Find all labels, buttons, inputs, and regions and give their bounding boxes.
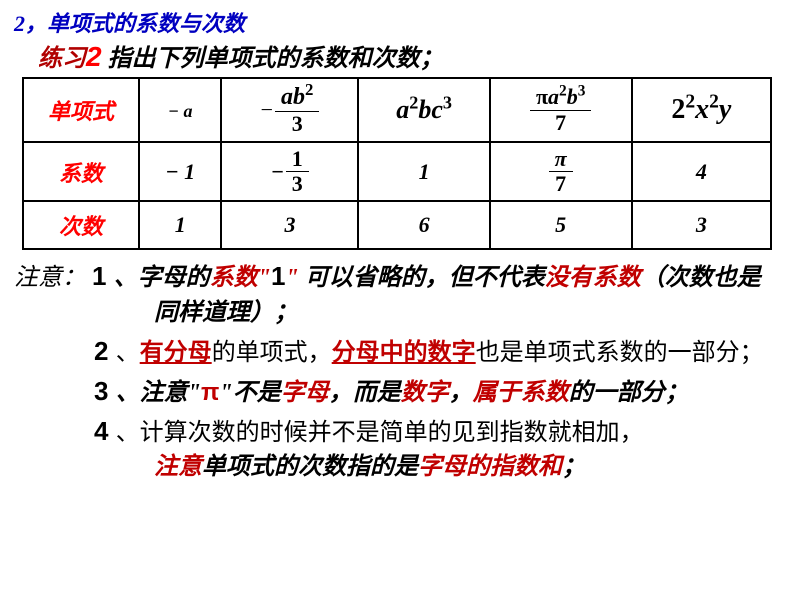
note-number: 2: [94, 336, 116, 366]
exercise-text: 指出下列单项式的系数和次数；: [102, 46, 444, 72]
notes-section: 注意： 1 、字母的系数"1" 可以省略的，但不代表没有系数（次数也是同样道理）…: [14, 258, 780, 485]
coef-cell-2: 1: [358, 142, 489, 201]
deg-cell-1: 3: [221, 201, 358, 249]
coef-cell-4: 4: [632, 142, 771, 201]
exercise-heading: 练习2 指出下列单项式的系数和次数；: [38, 38, 780, 73]
row-header-coefficient: 系数: [23, 142, 139, 201]
section-title: 2，单项式的系数与次数: [14, 6, 780, 38]
title-number: 2，: [14, 11, 47, 36]
coef-cell-0: − 1: [139, 142, 221, 201]
deg-cell-2: 6: [358, 201, 489, 249]
mono-cell-3: πa2b37: [490, 78, 632, 142]
monomial-table: 单项式− a−ab23a2bc3πa2b3722x2y系数− 1−131π74次…: [22, 77, 772, 250]
exercise-prefix: 练习: [38, 46, 86, 72]
row-header-monomial: 单项式: [23, 78, 139, 142]
row-header-degree: 次数: [23, 201, 139, 249]
coef-cell-1: −13: [221, 142, 358, 201]
title-text: 单项式的系数与次数: [47, 11, 245, 36]
mono-cell-2: a2bc3: [358, 78, 489, 142]
note-3: 3 、注意"π"不是字母，而是数字，属于系数的一部分；: [14, 373, 780, 411]
mono-cell-1: −ab23: [221, 78, 358, 142]
coef-cell-3: π7: [490, 142, 632, 201]
deg-cell-3: 5: [490, 201, 632, 249]
notes-label: 注意：: [14, 265, 86, 291]
deg-cell-4: 3: [632, 201, 771, 249]
deg-cell-0: 1: [139, 201, 221, 249]
note-number: 4: [94, 416, 116, 446]
note-1: 注意： 1 、字母的系数"1" 可以省略的，但不代表没有系数（次数也是同样道理）…: [14, 258, 780, 331]
mono-cell-4: 22x2y: [632, 78, 771, 142]
mono-cell-0: − a: [139, 78, 221, 142]
note-2: 2 、有分母的单项式，分母中的数字也是单项式系数的一部分；: [14, 333, 780, 371]
note-4: 4 、计算次数的时候并不是简单的见到指数就相加，注意单项式的次数指的是字母的指数…: [14, 413, 780, 486]
note-number: 3: [94, 376, 116, 406]
exercise-number: 2: [86, 41, 102, 72]
note-number: 1: [92, 261, 114, 291]
